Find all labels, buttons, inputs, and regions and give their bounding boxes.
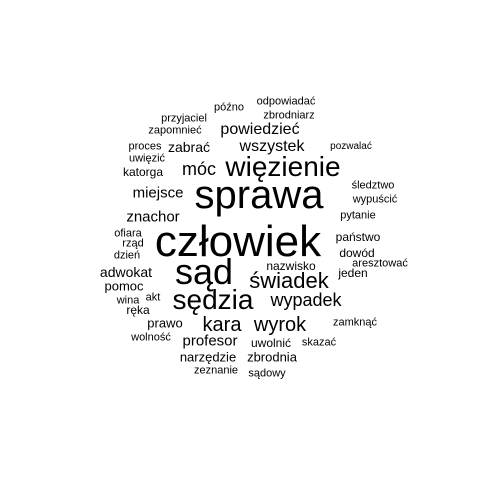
word: zapomnieć: [148, 124, 202, 137]
word: rząd: [122, 237, 144, 250]
word: prawo: [147, 315, 183, 331]
word: narzędzie: [179, 349, 237, 365]
word: późno: [214, 101, 244, 114]
word: wyrok: [253, 314, 307, 336]
word: zbrodnia: [247, 349, 297, 365]
word: sędzia: [172, 284, 254, 315]
word: wolność: [131, 331, 171, 344]
word: zamknąć: [332, 316, 378, 329]
word: móc: [181, 159, 217, 179]
word: jeden: [338, 266, 368, 280]
word: odpowiadać: [256, 95, 316, 108]
word: uwolnić: [250, 336, 292, 350]
word: sądowy: [248, 367, 286, 380]
word: adwokat: [99, 264, 153, 280]
word: sprawa: [194, 173, 324, 217]
word: profesor: [182, 332, 238, 350]
word: pozwalać: [330, 141, 372, 152]
word: uwięzić: [128, 152, 166, 165]
word: wina: [116, 294, 140, 307]
word: powiedzieć: [220, 121, 300, 138]
word: państwo: [335, 230, 381, 244]
word: nazwisko: [266, 259, 316, 273]
word: dowód: [339, 246, 375, 260]
word: przyjaciel: [161, 112, 207, 125]
word: dzień: [113, 249, 141, 262]
word: kara: [202, 314, 242, 336]
word: aresztować: [352, 257, 408, 270]
word: skazać: [301, 336, 337, 349]
word: więzienie: [225, 151, 341, 182]
word: akt: [145, 291, 161, 304]
word: katorga: [122, 165, 164, 179]
word: pomoc: [104, 278, 144, 294]
word: miejsce: [132, 184, 184, 202]
word: sąd: [174, 251, 234, 292]
word: proces: [128, 140, 162, 153]
word: świadek: [249, 268, 329, 293]
word: zabrać: [167, 139, 211, 155]
word: pytanie: [340, 209, 376, 222]
word: ofiara: [114, 227, 142, 240]
word: człowiek: [154, 217, 322, 266]
word: wszystek: [239, 138, 305, 155]
word: zeznanie: [193, 364, 239, 377]
word: zbrodniarz: [263, 109, 315, 122]
word: znachor: [126, 208, 180, 226]
word: wypuścić: [352, 193, 398, 206]
word: ręka: [126, 303, 150, 317]
word: wypadek: [270, 290, 342, 310]
word: śledztwo: [351, 179, 395, 192]
